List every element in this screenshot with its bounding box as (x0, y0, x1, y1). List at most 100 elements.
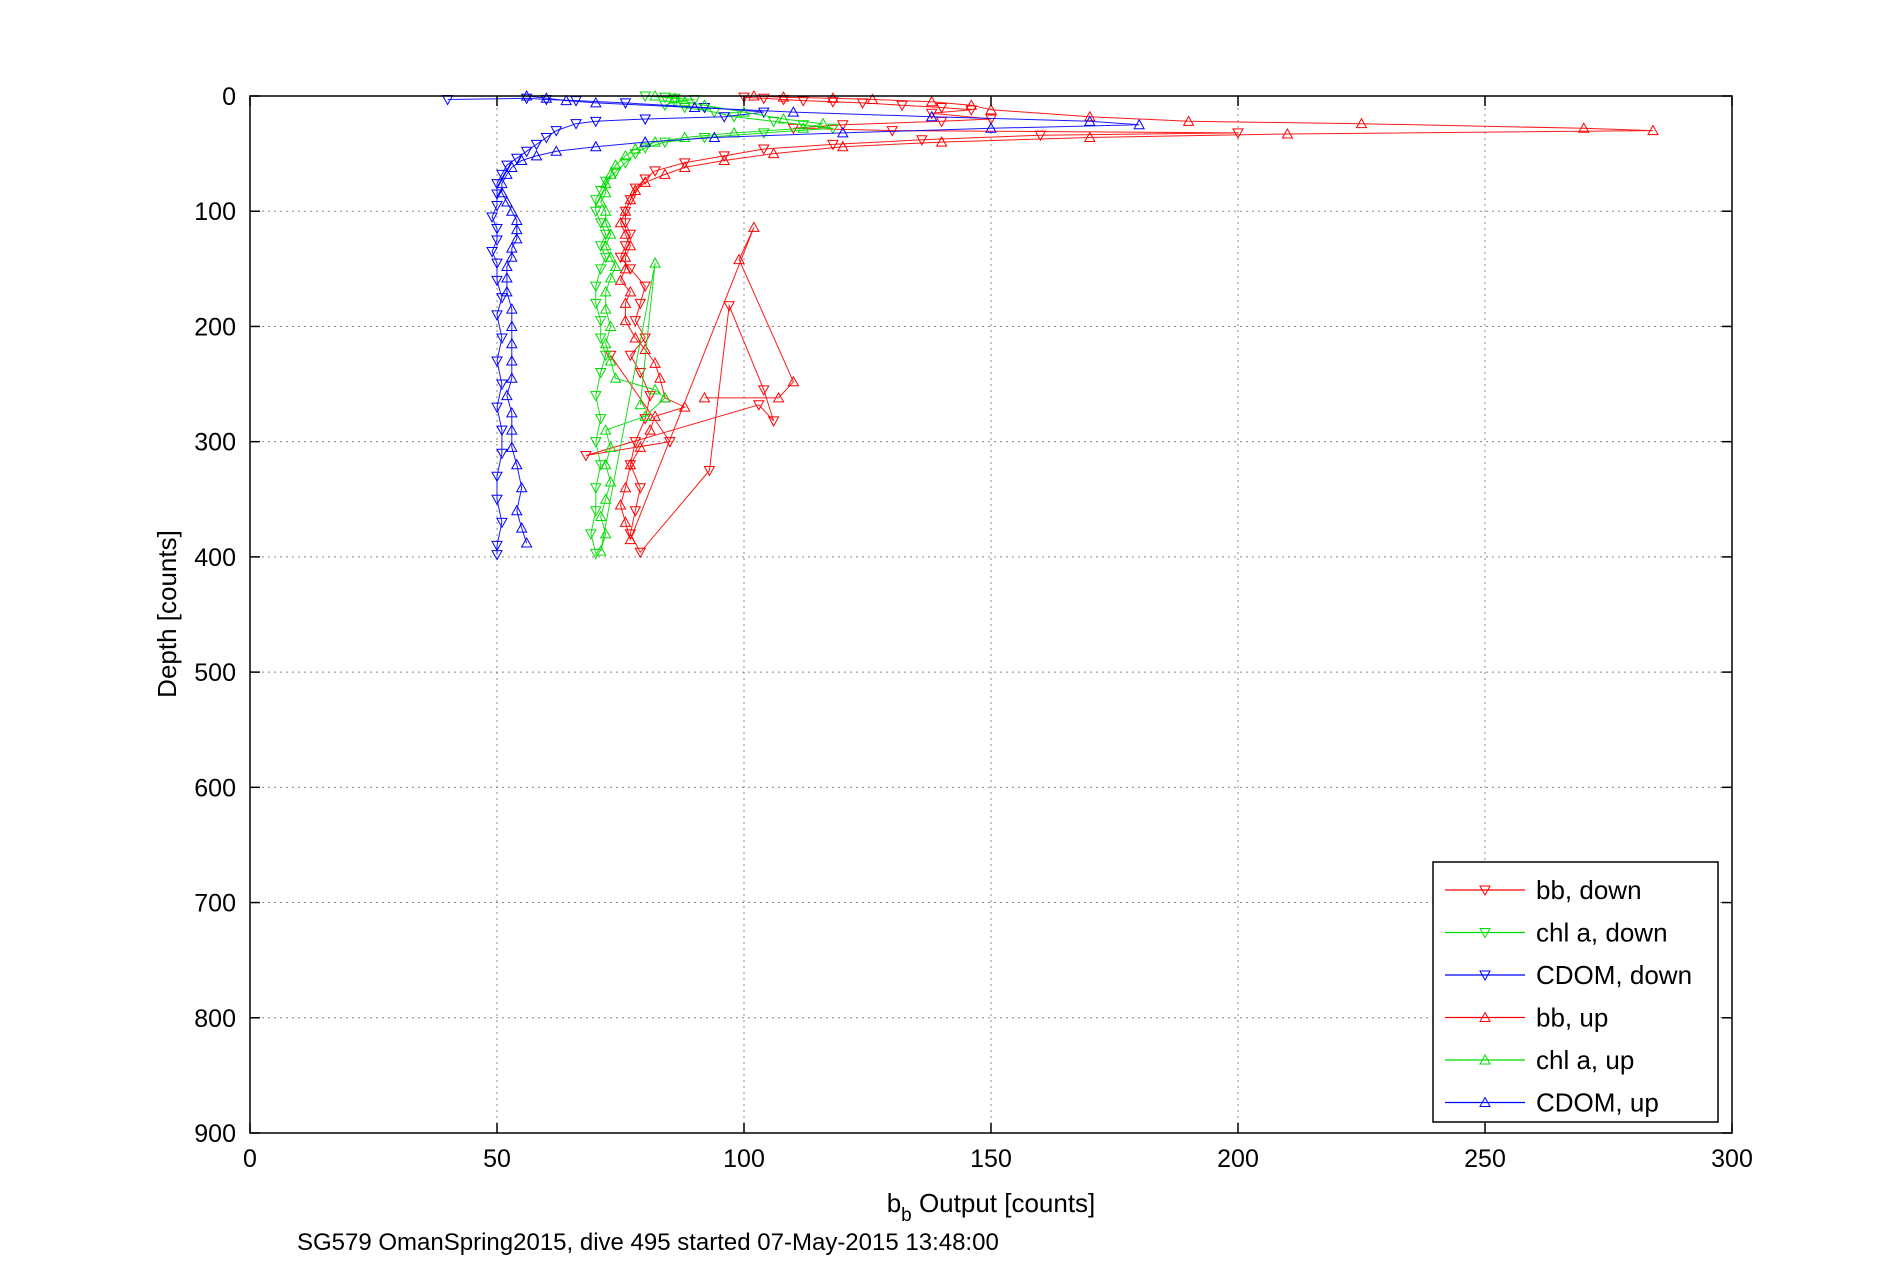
data-point (757, 107, 770, 119)
data-point (594, 218, 607, 229)
data-point (639, 414, 652, 425)
legend-entry: chl a, up (1445, 1045, 1634, 1075)
data-point (604, 320, 617, 331)
data-point (540, 92, 553, 103)
data-point (491, 550, 503, 561)
data-point (767, 416, 780, 427)
data-point (649, 166, 661, 177)
data-point (599, 350, 612, 362)
data-point (965, 99, 978, 110)
data-point (619, 481, 632, 493)
data-point (550, 126, 563, 137)
data-point (609, 167, 622, 179)
data-point (1232, 128, 1244, 139)
series-line (619, 95, 1654, 542)
data-point (659, 137, 671, 149)
data-point (599, 216, 612, 228)
data-point (491, 258, 503, 270)
y-tick-label: 700 (194, 890, 236, 918)
y-tick-label: 900 (194, 1120, 236, 1148)
data-point (757, 93, 770, 105)
data-point (629, 437, 642, 448)
data-point (589, 140, 602, 152)
data-point (634, 483, 647, 494)
x-tick-label: 100 (723, 1145, 765, 1173)
data-point (599, 458, 612, 470)
data-point (619, 251, 632, 262)
data-point (505, 161, 518, 172)
data-point (510, 458, 523, 470)
data-point (604, 475, 617, 487)
y-tick-label: 400 (194, 544, 236, 572)
data-point (718, 154, 731, 166)
data-point (614, 252, 627, 264)
data-point (599, 527, 612, 539)
figure-caption: SG579 OmanSpring2015, dive 495 started 0… (297, 1229, 999, 1256)
data-point (614, 216, 627, 228)
legend-label: chl a, down (1536, 918, 1668, 948)
data-point (491, 200, 503, 212)
data-point (580, 450, 592, 462)
data-point (649, 257, 661, 268)
legend-entry: chl a, down (1445, 918, 1668, 948)
data-point (1133, 118, 1146, 130)
y-axis-label: Depth [counts] (152, 530, 182, 698)
y-tick-label: 200 (194, 313, 236, 341)
data-point (772, 391, 785, 403)
data-point (619, 516, 632, 527)
data-point (505, 424, 518, 435)
data-point (501, 168, 513, 179)
data-point (589, 195, 602, 206)
data-point (619, 241, 632, 252)
data-point (496, 517, 508, 529)
data-point (491, 275, 503, 287)
data-point (505, 354, 518, 366)
legend-label: CDOM, up (1536, 1088, 1659, 1118)
data-point (604, 354, 617, 366)
legend-marker (1479, 1011, 1491, 1022)
legend-marker (1479, 1053, 1491, 1065)
data-point (1083, 110, 1096, 122)
data-point (698, 391, 711, 403)
data-point (491, 471, 503, 483)
data-point (836, 126, 849, 138)
data-point (486, 212, 498, 224)
data-point (619, 205, 632, 216)
data-point (678, 401, 691, 412)
data-point (985, 122, 997, 133)
data-point (624, 264, 637, 275)
data-point (589, 116, 602, 128)
data-point (777, 113, 790, 124)
data-point (728, 112, 740, 123)
data-point (1083, 131, 1096, 142)
data-point (619, 262, 632, 274)
data-point (594, 545, 607, 556)
data-point (585, 529, 597, 540)
data-point (550, 145, 563, 156)
data-point (589, 506, 602, 517)
data-point (510, 504, 523, 516)
data-point (649, 410, 661, 421)
data-point (718, 112, 731, 123)
data-point (594, 264, 607, 275)
data-point (624, 239, 637, 251)
data-point (599, 186, 612, 198)
data-point (624, 229, 637, 241)
data-point (496, 448, 508, 460)
data-point (505, 337, 518, 349)
data-point (698, 99, 711, 110)
legend-label: chl a, up (1536, 1045, 1634, 1075)
data-point (501, 195, 513, 207)
y-tick-label: 100 (194, 198, 236, 226)
x-axis-label: bb Output [counts] (887, 1188, 1096, 1226)
y-tick-label: 600 (194, 774, 236, 802)
ticks (249, 95, 1733, 1134)
data-point (624, 285, 637, 297)
data-point (896, 100, 908, 112)
data-point (733, 253, 745, 265)
data-point (619, 297, 632, 308)
data-point (925, 108, 938, 120)
data-point (614, 499, 627, 510)
data-point (925, 95, 938, 107)
data-point (604, 441, 617, 452)
